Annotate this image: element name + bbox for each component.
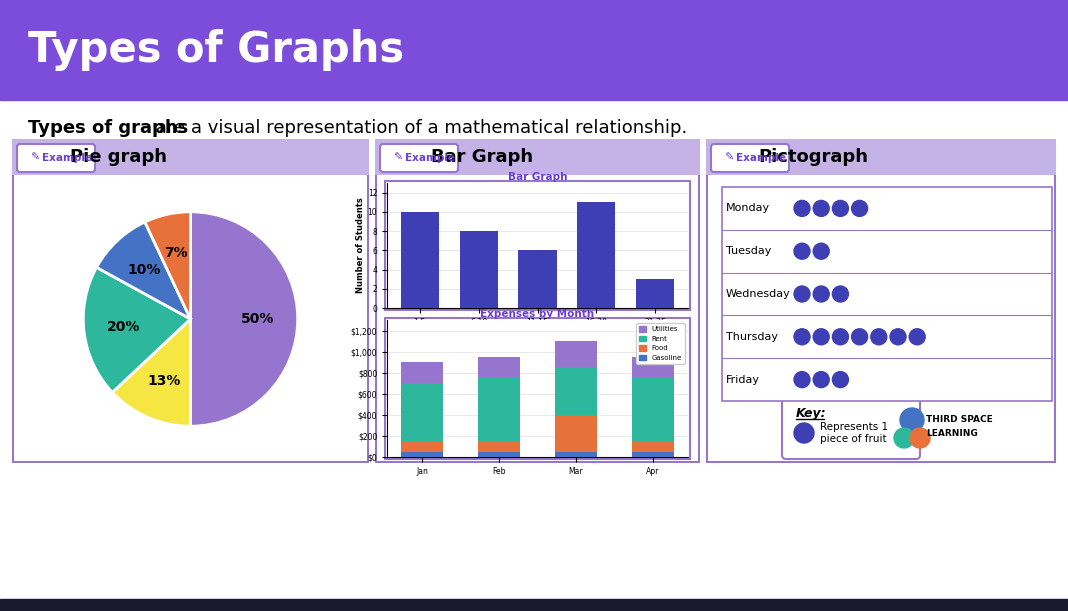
Text: 20%: 20% (107, 320, 140, 334)
X-axis label: Number of Books Read: Number of Books Read (484, 329, 592, 338)
Bar (400, 362, 443, 383)
Bar (384, 181, 690, 310)
Legend: Utilities, Rent, Food, Gasoline: Utilities, Rent, Food, Gasoline (637, 323, 685, 364)
Bar (708, 175, 1054, 461)
Bar (632, 378, 674, 441)
Text: Thursday: Thursday (726, 332, 778, 342)
Bar (477, 441, 520, 452)
Circle shape (851, 329, 867, 345)
Bar (555, 452, 597, 457)
Text: Example: Example (42, 153, 92, 163)
Circle shape (813, 371, 829, 387)
Bar (0, 0, 1068, 100)
Wedge shape (145, 212, 190, 319)
Text: 7%: 7% (164, 246, 188, 260)
Bar (555, 341, 597, 367)
Text: LEARNING: LEARNING (926, 430, 977, 439)
Text: Types of graphs: Types of graphs (28, 119, 188, 137)
Circle shape (832, 371, 848, 387)
Circle shape (909, 329, 925, 345)
Text: are a visual representation of a mathematical relationship.: are a visual representation of a mathema… (150, 119, 687, 137)
Bar (637, 279, 674, 308)
Text: ✎: ✎ (393, 153, 403, 163)
Bar (384, 318, 690, 459)
Bar (577, 202, 615, 308)
Text: Types of Graphs: Types of Graphs (28, 29, 404, 71)
Circle shape (832, 200, 848, 216)
Bar (459, 231, 498, 308)
Text: Represents 1
piece of fruit: Represents 1 piece of fruit (820, 422, 889, 444)
Bar (400, 212, 439, 308)
Text: 50%: 50% (241, 312, 274, 326)
Circle shape (900, 408, 924, 432)
Circle shape (851, 200, 867, 216)
Text: Monday: Monday (726, 203, 770, 213)
Bar (518, 251, 556, 308)
Bar (400, 452, 443, 457)
Bar (14, 175, 367, 461)
Circle shape (870, 329, 886, 345)
Y-axis label: Number of Students: Number of Students (356, 197, 365, 293)
Wedge shape (112, 319, 190, 426)
Wedge shape (190, 212, 298, 426)
Circle shape (813, 329, 829, 345)
Bar (706, 139, 1056, 175)
Wedge shape (96, 222, 190, 319)
Circle shape (794, 200, 810, 216)
Circle shape (813, 286, 829, 302)
Circle shape (894, 428, 914, 448)
Text: Example: Example (736, 153, 786, 163)
Bar (632, 357, 674, 378)
Bar (375, 139, 700, 175)
FancyBboxPatch shape (711, 144, 789, 172)
Circle shape (794, 423, 814, 443)
Text: Tuesday: Tuesday (726, 246, 771, 256)
Bar (632, 452, 674, 457)
Text: Friday: Friday (726, 375, 760, 384)
Circle shape (813, 200, 829, 216)
Circle shape (794, 371, 810, 387)
Text: Bar Graph: Bar Graph (430, 148, 533, 166)
Bar (477, 452, 520, 457)
Bar (555, 415, 597, 452)
Bar (706, 139, 1056, 463)
Text: Pie graph: Pie graph (70, 148, 168, 166)
Bar (400, 383, 443, 441)
Text: ✎: ✎ (30, 153, 40, 163)
Circle shape (832, 286, 848, 302)
Bar (632, 441, 674, 452)
Circle shape (910, 428, 930, 448)
Circle shape (890, 329, 906, 345)
FancyBboxPatch shape (380, 144, 458, 172)
Bar (722, 187, 1052, 401)
Text: Example: Example (405, 153, 455, 163)
Bar (400, 441, 443, 452)
Bar (477, 378, 520, 441)
Text: 10%: 10% (127, 263, 161, 277)
Bar (0, 599, 1068, 611)
Bar (12, 139, 370, 463)
Title: Expenses by Month: Expenses by Month (481, 309, 595, 319)
Text: Key:: Key: (796, 407, 827, 420)
Circle shape (794, 286, 810, 302)
Text: 13%: 13% (147, 374, 180, 388)
FancyBboxPatch shape (782, 391, 920, 459)
Circle shape (813, 243, 829, 259)
Circle shape (794, 329, 810, 345)
Bar (375, 139, 700, 463)
Circle shape (832, 329, 848, 345)
Title: Bar Graph: Bar Graph (507, 172, 567, 182)
Text: Pictograph: Pictograph (758, 148, 868, 166)
Bar (377, 175, 698, 461)
Circle shape (794, 243, 810, 259)
Text: Wednesday: Wednesday (726, 289, 790, 299)
Text: THIRD SPACE: THIRD SPACE (926, 415, 993, 425)
Bar (477, 357, 520, 378)
Bar (12, 139, 370, 175)
FancyBboxPatch shape (17, 144, 95, 172)
Text: ✎: ✎ (724, 153, 734, 163)
Wedge shape (83, 268, 190, 392)
Bar (555, 367, 597, 415)
